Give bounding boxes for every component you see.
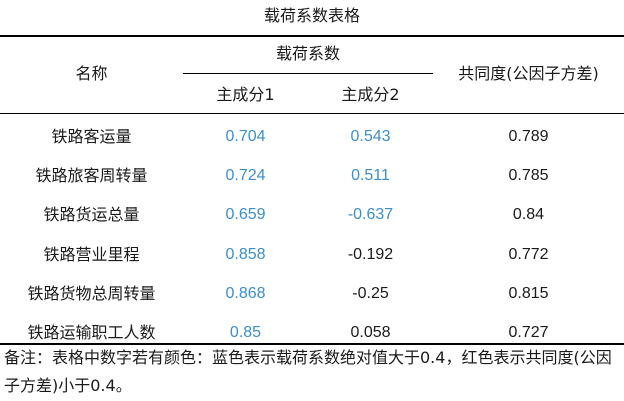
table-cell-pc1: 0.724 bbox=[225, 167, 266, 185]
bottom-rule bbox=[0, 343, 624, 345]
table-cell-name: 铁路货物总周转量 bbox=[27, 283, 156, 303]
table-cell-pc2: -0.192 bbox=[347, 245, 394, 263]
table-title: 载荷系数表格 bbox=[263, 6, 360, 25]
header-pc2: 主成分2 bbox=[341, 85, 400, 104]
table-cell-pc2: 0.511 bbox=[351, 167, 390, 185]
table-cell-pc1: 0.704 bbox=[225, 128, 266, 145]
table-cell-name: 铁路客运量 bbox=[51, 127, 132, 146]
header-loading-group: 载荷系数 bbox=[275, 44, 340, 63]
table-cell-pc1: 0.659 bbox=[225, 206, 266, 224]
table-cell-pc2: 0.058 bbox=[350, 324, 391, 341]
header-communality: 共同度(公因子方差) bbox=[458, 64, 599, 83]
table-cell-pc2: 0.543 bbox=[350, 128, 391, 145]
table-cell-comm: 0.84 bbox=[512, 206, 545, 224]
table-cell-pc2: -0.25 bbox=[352, 284, 389, 302]
table-cell-pc1: 0.858 bbox=[225, 245, 266, 263]
table-cell-pc2: -0.637 bbox=[347, 206, 394, 224]
header-name: 名称 bbox=[75, 64, 108, 83]
header-rule bbox=[0, 113, 624, 114]
table-cell-name: 铁路运输职工人数 bbox=[27, 323, 156, 342]
table-cell-name: 铁路货运总量 bbox=[43, 205, 140, 225]
table-cell-pc1: 0.85 bbox=[229, 324, 262, 341]
table-cell-comm: 0.815 bbox=[508, 284, 549, 302]
table-note: 备注：表格中数字若有颜色：蓝色表示载荷系数绝对值大于0.4，红色表示共同度(公因… bbox=[4, 348, 612, 395]
table-cell-comm: 0.785 bbox=[508, 167, 549, 185]
table-cell-comm: 0.727 bbox=[508, 324, 549, 341]
table-cell-pc1: 0.868 bbox=[225, 284, 266, 302]
top-rule bbox=[0, 35, 624, 37]
table-cell-comm: 0.789 bbox=[508, 128, 549, 145]
table-cell-name: 铁路旅客周转量 bbox=[35, 166, 148, 186]
table-cell-comm: 0.772 bbox=[508, 245, 549, 263]
table-cell-name: 铁路营业里程 bbox=[43, 244, 140, 264]
group-underline bbox=[183, 73, 433, 74]
header-pc1: 主成分1 bbox=[216, 85, 275, 104]
